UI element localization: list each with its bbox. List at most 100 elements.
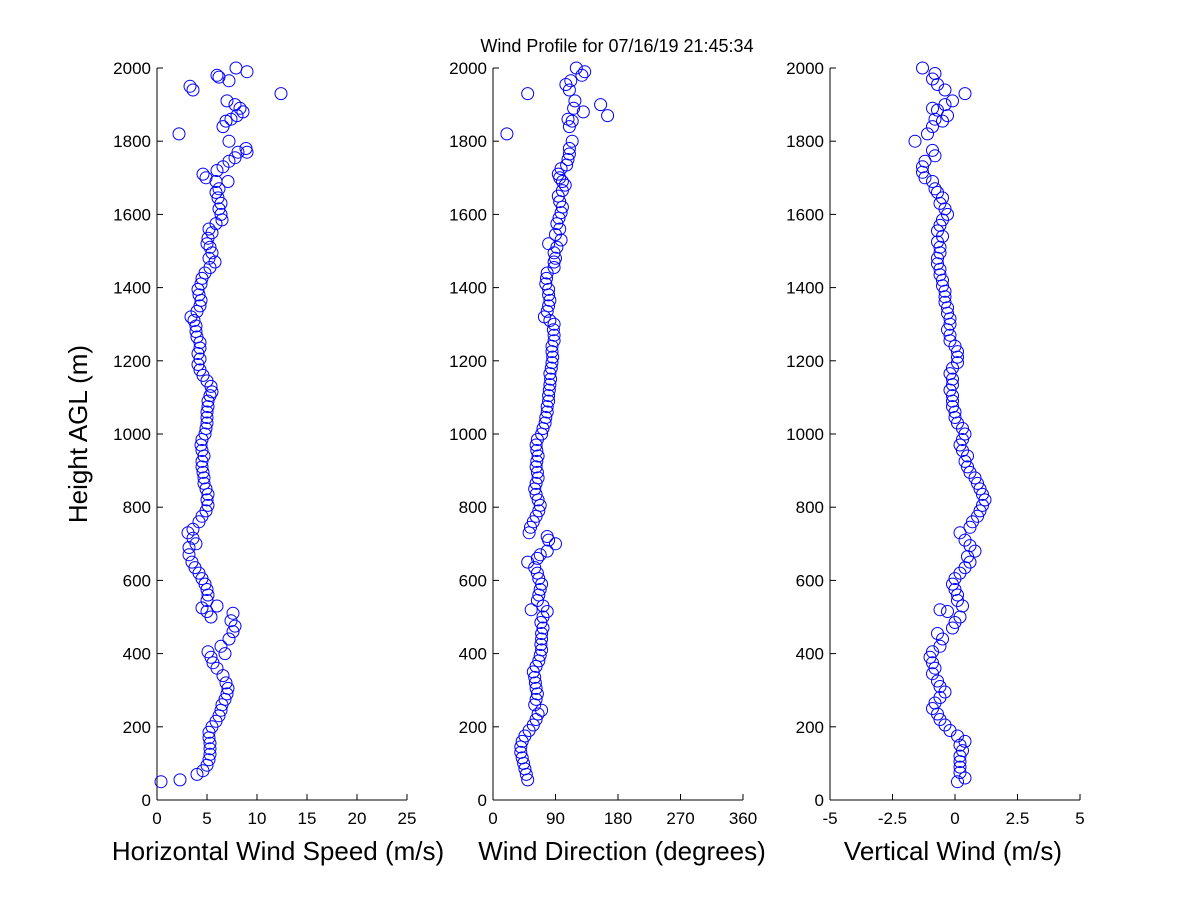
data-point xyxy=(562,147,576,161)
y-tick-label: 0 xyxy=(478,791,487,810)
data-point xyxy=(534,616,548,629)
data-point xyxy=(185,555,199,569)
data-point xyxy=(547,334,561,348)
y-tick-label: 800 xyxy=(796,498,824,517)
data-point xyxy=(210,661,224,675)
data-point xyxy=(540,271,553,285)
data-point xyxy=(195,454,209,468)
data-point xyxy=(953,438,967,452)
data-point xyxy=(564,74,578,88)
data-point xyxy=(946,389,959,403)
data-point xyxy=(201,498,215,512)
y-tick-label: 1800 xyxy=(113,132,151,151)
data-point xyxy=(229,61,243,75)
data-point xyxy=(530,551,544,565)
data-point xyxy=(531,449,545,463)
data-point xyxy=(956,744,969,758)
data-point xyxy=(536,621,550,635)
x-axis-label: Horizontal Wind Speed (m/s) xyxy=(112,836,444,866)
x-tick-label: 270 xyxy=(666,809,694,828)
data-point xyxy=(529,438,543,452)
data-point xyxy=(200,405,214,419)
y-axis-label: Height AGL (m) xyxy=(63,345,93,523)
data-point xyxy=(961,460,974,474)
x-tick-label: -2.5 xyxy=(878,809,907,828)
x-tick-label: 5 xyxy=(202,809,211,828)
data-point xyxy=(239,142,253,155)
x-axis-label: Wind Direction (degrees) xyxy=(478,836,766,866)
y-tick-label: 800 xyxy=(123,498,151,517)
data-point xyxy=(565,134,579,148)
y-tick-label: 200 xyxy=(796,718,824,737)
data-point xyxy=(568,94,582,108)
data-point xyxy=(539,411,553,424)
data-point xyxy=(928,112,942,126)
data-point xyxy=(561,153,575,166)
data-point xyxy=(182,541,196,554)
data-point xyxy=(222,632,236,646)
data-point xyxy=(547,328,561,342)
y-tick-label: 400 xyxy=(796,645,824,664)
data-point xyxy=(958,87,972,101)
data-point xyxy=(197,471,211,485)
data-point xyxy=(200,594,214,607)
data-point xyxy=(923,650,937,664)
data-point xyxy=(216,669,230,683)
x-tick-label: 25 xyxy=(398,809,417,828)
data-point xyxy=(933,246,947,260)
data-point xyxy=(976,487,989,501)
data-point xyxy=(535,643,549,657)
x-axis-label: Vertical Wind (m/s) xyxy=(844,836,1062,866)
data-point xyxy=(550,240,564,254)
data-point xyxy=(521,555,535,569)
data-point xyxy=(953,760,967,774)
data-point xyxy=(532,504,546,518)
data-point xyxy=(543,293,557,307)
y-tick-label: 600 xyxy=(459,571,487,590)
data-point xyxy=(601,109,615,123)
data-point xyxy=(963,465,977,479)
data-point xyxy=(971,476,984,490)
y-tick-label: 1400 xyxy=(113,279,151,298)
data-point xyxy=(209,185,223,199)
data-point xyxy=(202,753,216,767)
data-point xyxy=(200,493,214,507)
data-point xyxy=(931,185,944,199)
data-point xyxy=(192,288,206,302)
data-point xyxy=(529,460,543,474)
x-tick-label: 0 xyxy=(488,809,497,828)
data-point xyxy=(933,713,947,726)
data-point xyxy=(542,394,556,408)
data-point xyxy=(203,240,217,254)
y-tick-label: 1600 xyxy=(113,205,151,224)
figure-title: Wind Profile for 07/16/19 21:45:34 xyxy=(480,36,753,56)
data-point xyxy=(500,127,514,141)
y-tick-label: 1200 xyxy=(449,352,487,371)
data-point xyxy=(206,656,220,670)
data-point xyxy=(212,70,226,84)
data-point xyxy=(933,603,947,617)
data-point xyxy=(191,358,205,371)
y-tick-label: 800 xyxy=(459,498,487,517)
data-point xyxy=(953,749,967,763)
data-point xyxy=(951,588,964,602)
data-point xyxy=(210,68,224,82)
data-point xyxy=(199,482,213,496)
data-point xyxy=(529,487,543,501)
data-point xyxy=(189,325,203,338)
data-point xyxy=(183,79,197,93)
data-point xyxy=(963,520,977,534)
data-point xyxy=(946,372,959,386)
data-point xyxy=(530,465,544,479)
data-point xyxy=(576,105,590,119)
data-point xyxy=(211,191,225,205)
data-point xyxy=(186,83,200,97)
data-point xyxy=(931,627,944,640)
data-point xyxy=(529,476,543,490)
data-point xyxy=(202,222,216,236)
data-point xyxy=(224,614,238,628)
data-point xyxy=(539,277,553,291)
data-point xyxy=(948,411,962,424)
data-point xyxy=(154,775,168,789)
